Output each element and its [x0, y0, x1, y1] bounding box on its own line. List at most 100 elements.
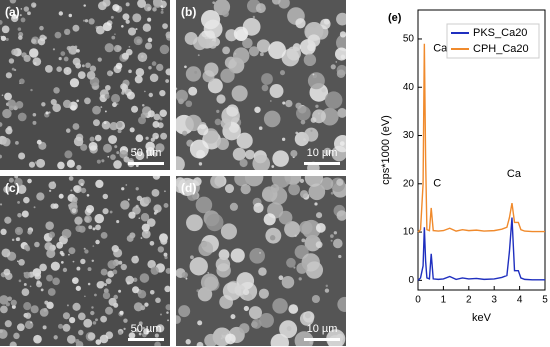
particle [300, 190, 309, 199]
particle [28, 161, 36, 168]
particle [105, 306, 113, 315]
particle [10, 299, 17, 306]
particle [100, 106, 103, 109]
particle [147, 37, 153, 43]
particle [286, 257, 296, 268]
particle [278, 0, 290, 9]
particle [27, 229, 33, 235]
particle [108, 135, 118, 144]
particle [29, 48, 39, 58]
particle [333, 231, 338, 235]
particle [23, 54, 31, 63]
particle [258, 251, 262, 254]
particle [337, 108, 346, 118]
particle [135, 134, 144, 143]
particle [37, 38, 46, 46]
particle [311, 294, 320, 304]
particle [69, 78, 80, 88]
particle [14, 226, 23, 236]
particle [113, 160, 122, 169]
particle [160, 237, 168, 245]
particle [152, 132, 159, 140]
particle [0, 295, 9, 305]
particle [76, 48, 80, 53]
sem-image [0, 0, 170, 170]
particle [119, 310, 124, 315]
particle [110, 93, 121, 104]
particle [163, 203, 169, 208]
particle [133, 36, 143, 46]
particle [256, 39, 271, 53]
particle [222, 10, 229, 17]
particle [58, 56, 62, 61]
particle [149, 289, 155, 295]
particle [139, 273, 150, 283]
particle [100, 315, 107, 323]
particle [315, 212, 323, 219]
particle [100, 268, 108, 276]
particle [269, 235, 276, 241]
particle [303, 53, 317, 67]
particle [153, 113, 161, 121]
scale-bar [128, 338, 164, 341]
particle [13, 332, 20, 340]
particle [258, 288, 269, 299]
particle [314, 202, 318, 206]
particle [27, 11, 31, 16]
particle [110, 15, 114, 19]
particle [14, 177, 23, 187]
particle [128, 45, 131, 48]
particle [48, 189, 52, 192]
particle [65, 32, 68, 35]
particle [88, 225, 93, 230]
panel-label: (d) [181, 181, 196, 195]
particle [220, 223, 237, 240]
particle [7, 296, 12, 302]
particle [189, 139, 209, 159]
particle [188, 86, 198, 96]
particle [255, 3, 266, 14]
particle [84, 215, 92, 224]
panel-label: (b) [181, 5, 196, 19]
particle [294, 234, 297, 237]
particle [68, 13, 73, 18]
particle [91, 259, 95, 263]
particle [197, 54, 200, 57]
particle [64, 150, 73, 159]
particle [47, 288, 56, 296]
particle [42, 325, 47, 330]
particle [126, 235, 134, 242]
particle [224, 184, 235, 194]
particle [3, 268, 11, 276]
scale-bar-label: 10 µm [307, 147, 338, 159]
particle [94, 213, 105, 224]
particle [44, 65, 53, 73]
particle [92, 321, 97, 325]
particle [72, 196, 78, 202]
particle [160, 132, 168, 140]
particle [66, 159, 75, 168]
particle [159, 89, 166, 97]
scale-bar-label: 10 µm [307, 323, 338, 335]
particle [16, 323, 25, 332]
particle [216, 94, 226, 104]
particle [147, 17, 152, 22]
particle [121, 24, 124, 28]
particle [278, 275, 284, 281]
particle [44, 300, 49, 305]
particle [304, 127, 319, 142]
particle [68, 247, 76, 255]
particle [140, 237, 143, 239]
particle [120, 83, 127, 90]
particle [240, 183, 251, 195]
particle [128, 69, 132, 74]
particle [23, 302, 32, 311]
particle [92, 105, 101, 115]
particle [135, 151, 145, 161]
particle [18, 279, 22, 283]
particle [149, 93, 153, 97]
legend-label: CPH_Ca20 [473, 43, 529, 55]
particle [24, 320, 34, 330]
particle [222, 282, 242, 301]
